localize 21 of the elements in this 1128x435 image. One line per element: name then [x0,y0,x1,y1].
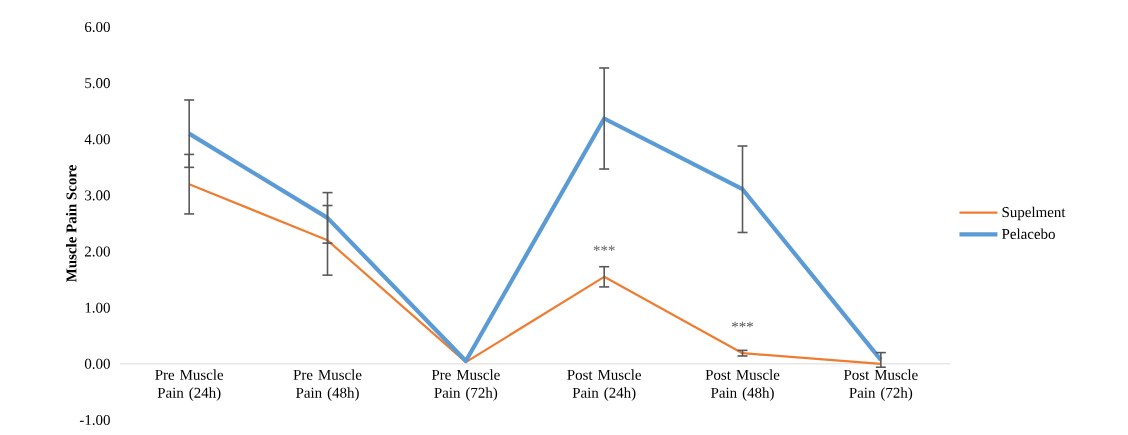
y-tick-label: 6.00 [84,21,110,33]
annotation: *** [593,245,615,252]
x-tick-label: Post Muscle Pain (24h) [567,369,642,401]
legend-label: Supelment [1002,206,1066,221]
x-tick-label: Post Muscle Pain (48h) [705,369,780,401]
y-tick-label: 3.00 [85,190,110,201]
line-series [187,116,883,364]
y-axis-title: Muscle Pain Score [65,165,77,283]
x-tick-label: Pre Muscle Pain (24h) [155,369,224,401]
line-series [188,183,882,365]
annotation: *** [732,321,753,328]
y-tick-label: 4.00 [84,134,110,145]
x-tick-label: Pre Muscle Pain (72h) [431,369,500,401]
y-tick-label: -1.00 [79,414,110,426]
x-tick-label: Post Muscle Pain (72h) [843,369,918,401]
y-tick-label: 5.00 [85,78,110,89]
y-tick-label: 1.00 [85,302,110,313]
y-tick-label: 2.00 [85,246,110,257]
x-tick-label: Pre Muscle Pain (48h) [293,369,362,401]
legend-label: Pelacebo [1001,228,1055,239]
y-tick-label: 0.00 [84,358,110,369]
